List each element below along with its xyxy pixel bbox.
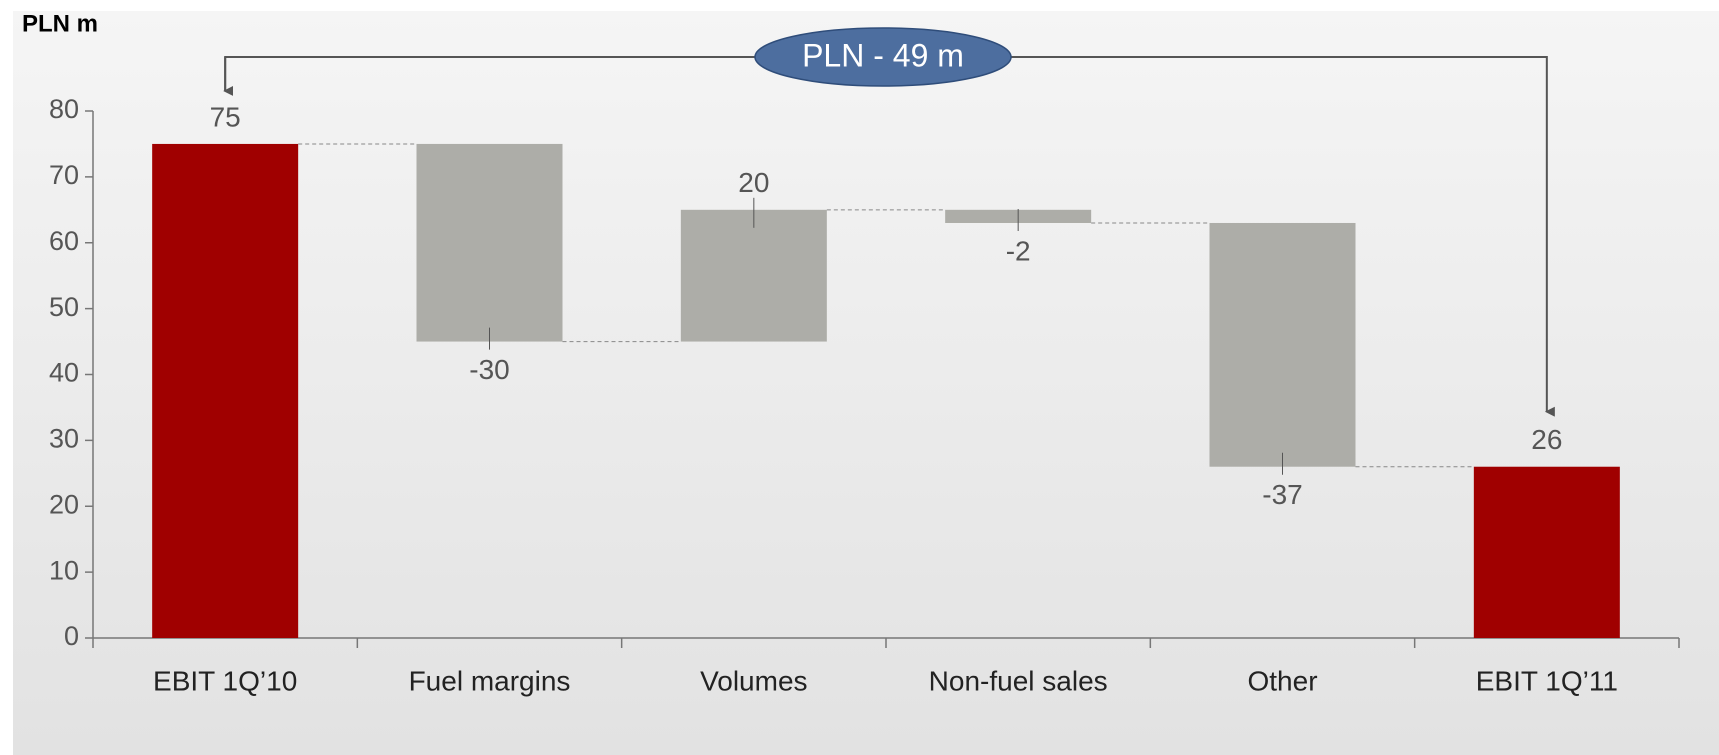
- x-tick-label: Other: [1247, 665, 1317, 696]
- bar: [680, 209, 827, 342]
- x-tick-label: Non-fuel sales: [929, 665, 1108, 696]
- value-label: -2: [1006, 235, 1031, 266]
- bar: [152, 143, 299, 638]
- value-label: 20: [738, 167, 769, 198]
- y-tick-label: 80: [49, 94, 79, 124]
- bar: [416, 143, 563, 342]
- axis-label: PLN m: [22, 10, 98, 37]
- y-tick-label: 70: [49, 160, 79, 190]
- value-label: 26: [1531, 424, 1562, 455]
- bar: [1209, 222, 1356, 467]
- value-label: -30: [469, 354, 509, 385]
- y-tick-label: 30: [49, 424, 79, 454]
- x-tick-label: Volumes: [700, 665, 807, 696]
- y-tick-label: 10: [49, 555, 79, 585]
- annotation-bubble: [754, 27, 1012, 87]
- x-tick-label: EBIT 1Q’10: [153, 665, 297, 696]
- annotation: PLN - 49 m: [802, 37, 964, 73]
- x-tick-label: EBIT 1Q’11: [1476, 665, 1618, 696]
- value-label: -37: [1262, 479, 1302, 510]
- y-tick-label: 0: [64, 621, 79, 651]
- bar: [1473, 466, 1620, 638]
- y-tick-label: 50: [49, 292, 79, 322]
- y-tick-label: 40: [49, 358, 79, 388]
- x-tick-label: Fuel margins: [409, 665, 571, 696]
- y-tick-label: 60: [49, 226, 79, 256]
- value-label: 75: [210, 101, 241, 132]
- y-tick-label: 20: [49, 489, 79, 519]
